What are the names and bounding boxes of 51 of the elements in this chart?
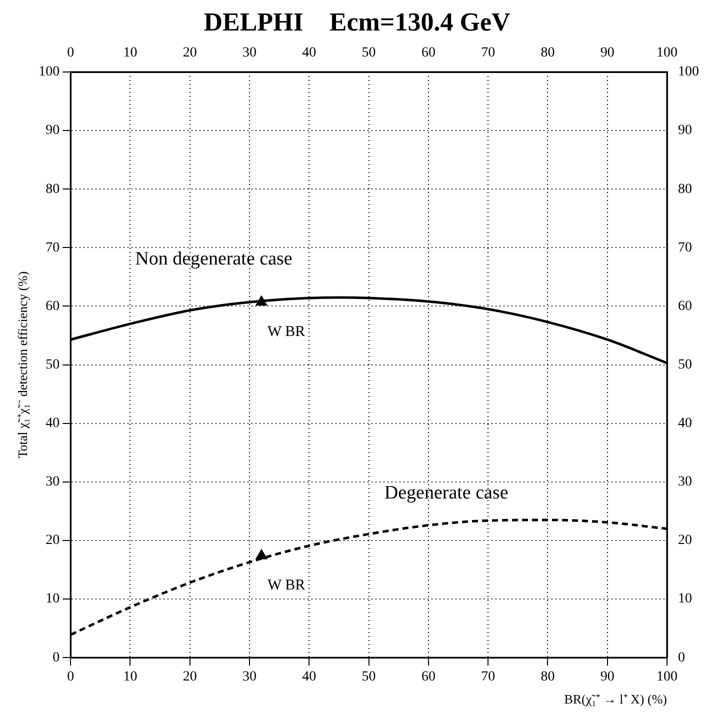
y-tick-label: 30 [46,474,60,490]
x2-tick-label: 40 [302,670,316,685]
y2-tick-label: 100 [678,64,699,80]
annotation: W BR [267,578,306,594]
x2-tick-label: 100 [656,670,678,685]
x-tick-label: 50 [362,45,376,60]
y-axis-title: Total χ̃₁⁺χ̃₁⁻ detection efficiency (%) [15,271,30,458]
y-tick-label: 40 [46,416,60,432]
x2-tick-label: 10 [123,670,138,685]
y-tick-label: 0 [52,650,60,666]
x2-tick-label: 50 [362,670,376,685]
annotation: W BR [267,324,306,340]
x2-tick-label: 70 [481,670,496,685]
x-tick-label: 90 [600,45,614,60]
y2-tick-label: 40 [678,416,692,432]
x2-tick-label: 60 [421,670,436,685]
x-tick-label: 0 [67,45,74,60]
x-tick-label: 100 [656,45,678,60]
x2-tick-label: 0 [67,670,74,685]
x2-tick-label: 90 [600,670,614,685]
annotation: Non degenerate case [135,248,292,270]
y2-tick-label: 20 [678,533,692,548]
y2-tick-label: 10 [678,592,692,607]
y2-tick-label: 50 [678,357,692,372]
y2-tick-label: 0 [678,650,685,666]
x-tick-label: 30 [242,45,257,60]
y2-tick-label: 80 [678,182,692,197]
x-tick-label: 80 [540,45,555,60]
y-tick-label: 20 [46,533,60,548]
x-tick-label: 10 [123,45,138,60]
y2-tick-label: 70 [678,240,692,256]
y-tick-label: 60 [46,298,60,314]
y-tick-label: 90 [46,123,60,138]
y-tick-label: 80 [46,182,60,197]
y-tick-label: 50 [46,357,60,372]
y2-tick-label: 30 [678,474,692,490]
y2-tick-label: 90 [678,123,692,138]
x-axis-title: BR(χ̃₁⁺ → l⁺ X) (%) [564,692,667,707]
x-tick-label: 70 [481,45,496,60]
chart-title: DELPHI Ecm=130.4 GeV [204,7,511,36]
x-tick-label: 20 [182,45,197,60]
y-tick-label: 10 [46,592,60,607]
x-tick-label: 40 [302,45,316,60]
x-tick-label: 60 [421,45,436,60]
x2-tick-label: 80 [540,670,555,685]
annotation: Degenerate case [384,482,508,504]
y2-tick-label: 60 [678,298,692,314]
x2-tick-label: 20 [182,670,197,685]
y-tick-label: 70 [46,240,60,256]
y-tick-label: 100 [38,64,60,80]
x2-tick-label: 30 [242,670,257,685]
